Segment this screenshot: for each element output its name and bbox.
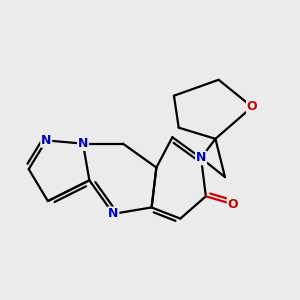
Text: N: N <box>196 152 206 164</box>
Text: N: N <box>108 207 119 220</box>
Text: N: N <box>78 137 88 150</box>
Text: O: O <box>247 100 257 113</box>
Text: N: N <box>41 134 52 147</box>
Text: O: O <box>228 198 238 211</box>
